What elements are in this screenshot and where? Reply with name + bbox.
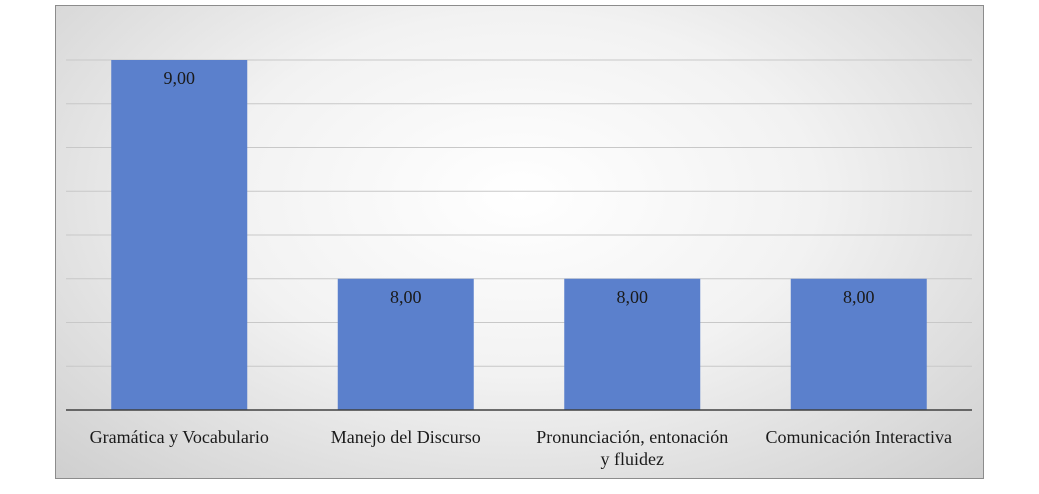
x-tick-label: Manejo del Discurso [330,427,481,447]
x-tick-label: Comunicación Interactiva [765,427,952,447]
value-label: 9,00 [163,68,196,88]
bar [111,60,248,410]
bar [337,278,474,410]
value-label: 8,00 [843,286,875,307]
x-tick-label: Gramática y Vocabulario [89,427,269,447]
value-label: 8,00 [616,286,649,307]
bar [790,278,927,410]
value-label: 8,00 [390,286,422,307]
bar [564,278,701,410]
x-tick-label: Pronunciación, entonación y fluidez [536,427,729,469]
